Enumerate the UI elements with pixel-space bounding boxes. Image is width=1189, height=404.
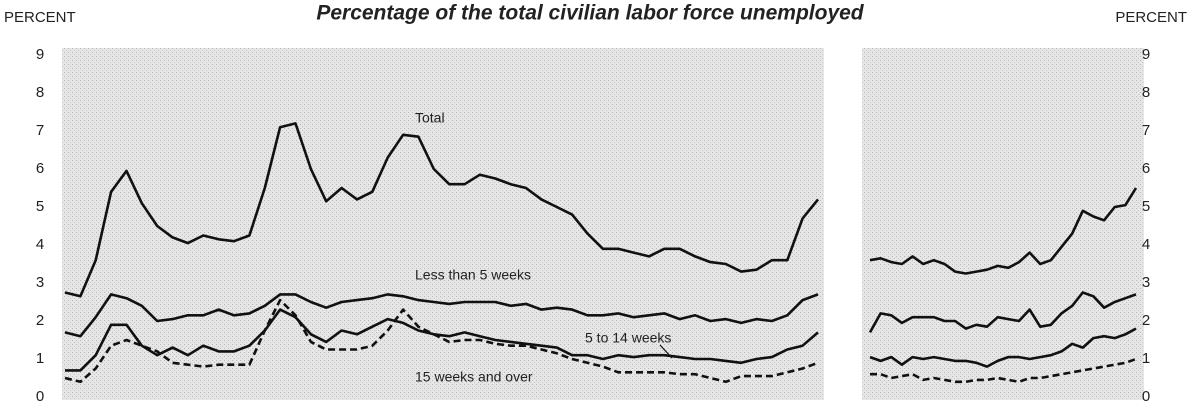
y-tick-label: 9 <box>1142 46 1150 63</box>
y-tick-label: 6 <box>36 160 44 177</box>
series-line <box>870 357 1137 384</box>
chart-title: Percentage of the total civilian labor f… <box>316 2 864 25</box>
y-tick-label: 5 <box>1142 198 1150 215</box>
y-tick-label: 2 <box>1142 312 1150 329</box>
y-tick-label: 2 <box>36 312 44 329</box>
y-axis-label: PERCENT <box>1115 9 1187 26</box>
series-annotation: 5 to 14 weeks <box>585 330 671 346</box>
y-tick-label: 3 <box>1142 274 1150 291</box>
y-tick-label: 7 <box>36 122 44 139</box>
y-tick-label: 6 <box>1142 160 1150 177</box>
series-annotation: Total <box>415 110 445 126</box>
y-tick-label: 8 <box>1142 84 1150 101</box>
panel-background <box>62 48 824 400</box>
y-tick-label: 0 <box>1142 388 1150 404</box>
y-tick-label: 1 <box>1142 350 1150 367</box>
y-tick-label: 5 <box>36 198 44 215</box>
y-tick-label: 1 <box>36 350 44 367</box>
series-line <box>65 308 819 372</box>
y-tick-label: 7 <box>1142 122 1150 139</box>
series-line <box>64 293 819 338</box>
series-line <box>868 291 1137 334</box>
series-line <box>64 298 819 384</box>
annotation-pointer <box>659 344 673 359</box>
series-line <box>869 327 1137 368</box>
series-line <box>869 187 1138 275</box>
y-tick-label: 4 <box>36 236 44 253</box>
y-tick-label: 0 <box>36 388 44 404</box>
y-tick-label: 8 <box>36 84 44 101</box>
y-tick-label: 3 <box>36 274 44 291</box>
panel-background <box>862 48 1144 400</box>
y-axis-label: PERCENT <box>4 9 76 26</box>
y-tick-label: 4 <box>1142 236 1150 253</box>
y-tick-label: 9 <box>36 46 44 63</box>
series-annotation: 15 weeks and over <box>415 369 533 385</box>
series-annotation: Less than 5 weeks <box>415 267 531 283</box>
series-line <box>64 122 820 298</box>
